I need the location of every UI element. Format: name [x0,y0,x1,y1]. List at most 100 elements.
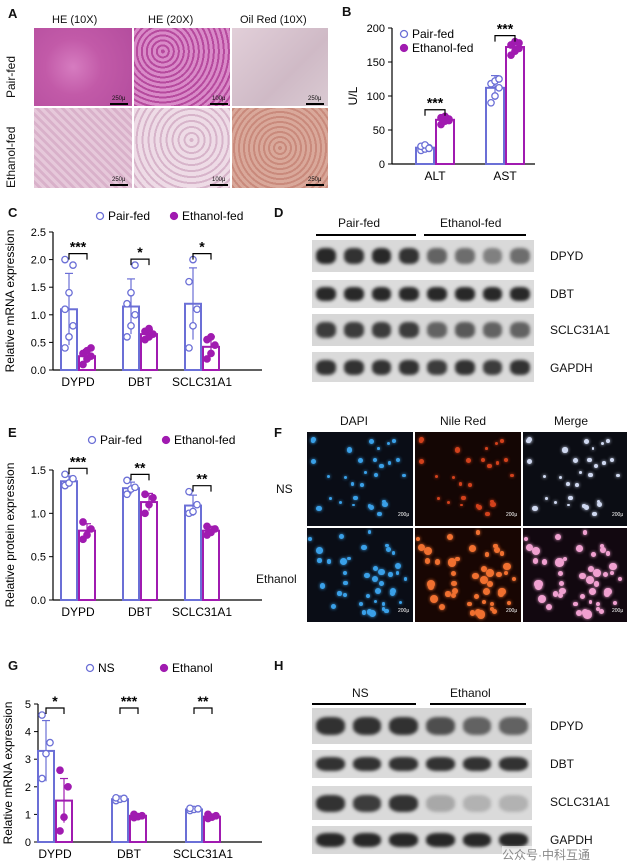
panel-letter-a: A [8,6,18,21]
wb-band [454,248,475,264]
fluorescent-cell [482,587,490,596]
fluorescent-cell [418,438,423,443]
fluorescent-cell [572,457,579,464]
wb-group-label: NS [352,686,369,700]
fluor-ns-nilered [415,432,521,526]
fluorescent-cell [450,592,456,598]
fluorescent-cell [391,439,396,443]
fluorescent-cell [365,594,370,599]
fluorescent-cell [378,568,385,576]
fluorescent-cell [350,482,355,487]
scale-label: 250μ [112,96,126,102]
chart-c-data-point [193,305,201,314]
chart-g-data-point [212,811,220,820]
chart-g-x-tick-label: DYPD [38,847,72,861]
fluorescent-cell [503,570,509,576]
fluorescent-cell [526,459,532,465]
chart-c-legend-marker [95,211,105,221]
wb-band [343,287,364,301]
wb-band [389,757,418,771]
fluorescent-cell [426,580,435,589]
histo-pairfed-he20 [134,28,230,106]
fluorescent-cell [606,439,610,443]
fluorescent-cell [604,591,611,598]
wb-band [316,717,345,735]
chart-b-y-tick-label: 0 [379,159,385,171]
chart-c-y-label: Relative mRNA expression [3,230,17,373]
watermark: 公众号·中科互通 [502,846,590,863]
fluorescent-cell [487,580,493,587]
chart-g-data-point [130,810,138,819]
chart-e-significance-label: ** [197,471,208,487]
chart-c-data-point [61,344,69,352]
chart-e-data-point [87,525,95,533]
fluorescent-cell [525,543,534,551]
wb-band [343,248,364,264]
fluorescent-cell [609,570,615,576]
fluorescent-cell [387,461,392,465]
chart-g-bar [185,808,203,844]
fluorescent-cell [489,602,494,607]
fluorescent-cell [510,473,514,477]
fluorescent-cell [468,483,472,487]
chart-b-significance-bracket [494,35,516,42]
fluorescent-cell [523,536,529,542]
wb-band [316,794,345,812]
fluorescent-cell [477,505,483,511]
chart-e-data-point [123,476,131,485]
fluorescent-cell [437,497,441,501]
chart-e-bar [184,504,202,601]
chart-b-legend-marker [399,29,409,39]
fluorescent-cell [339,501,343,505]
fluorescent-cell [429,594,438,603]
chart-b-bar [505,46,525,165]
chart-g-data-point [120,794,128,803]
col-label-he20: HE (20X) [148,14,194,26]
chart-b-significance-label: *** [497,21,514,37]
chart-g-data-point [64,782,72,791]
fluorescent-cell [568,495,573,501]
fluorescent-cell [310,459,316,465]
fluorescent-cell [559,475,563,479]
chart-b-significance-label: *** [427,95,444,111]
chart-b-y-label: U/L [346,86,360,105]
fluor-ethanol-dapi [307,528,413,622]
chart-g-legend-label: NS [98,661,115,675]
wb-band [389,833,418,847]
fluorescent-cell [473,594,479,600]
fluorescent-cell [596,607,601,612]
fluorescent-cell [573,601,579,607]
wb-band [316,359,336,375]
fluorescent-cell [600,442,605,446]
fluorescent-cell [493,547,500,553]
col-label-merge: Merge [554,414,589,428]
scale-label: 200μ [398,512,410,518]
fluorescent-cell [612,600,617,605]
chart-c-y-tick-label: 0.5 [31,337,46,349]
fluorescent-cell [394,562,402,569]
fluorescent-cell [593,580,600,587]
chart-e-bar [202,529,220,602]
chart-g-data-point [46,738,54,747]
fluorescent-cell [369,505,375,511]
fluorescent-cell [361,544,367,551]
chart-c-data-point [69,321,77,330]
chart-e-x-tick-label: SCLC31A1 [172,605,232,619]
fluorescent-cell [329,497,333,501]
fluorescent-cell [340,558,348,566]
chart-e-data-point [79,518,87,526]
chart-e-significance-bracket [130,473,150,481]
scale-label: 100μ [212,177,226,183]
chart-g-data-point [38,774,46,783]
fluorescent-cell [395,570,400,575]
chart-g-y-tick-label: 5 [25,699,31,711]
fluorescent-cell [458,482,463,487]
chart-c-y-tick-label: 2.0 [31,255,46,267]
chart-c-data-point [149,330,157,338]
fluorescent-cell [445,591,451,597]
wb-band [352,794,382,812]
fluorescent-cell [558,592,564,598]
fluorescent-cell [511,577,516,582]
scale-label: 250μ [308,96,322,102]
